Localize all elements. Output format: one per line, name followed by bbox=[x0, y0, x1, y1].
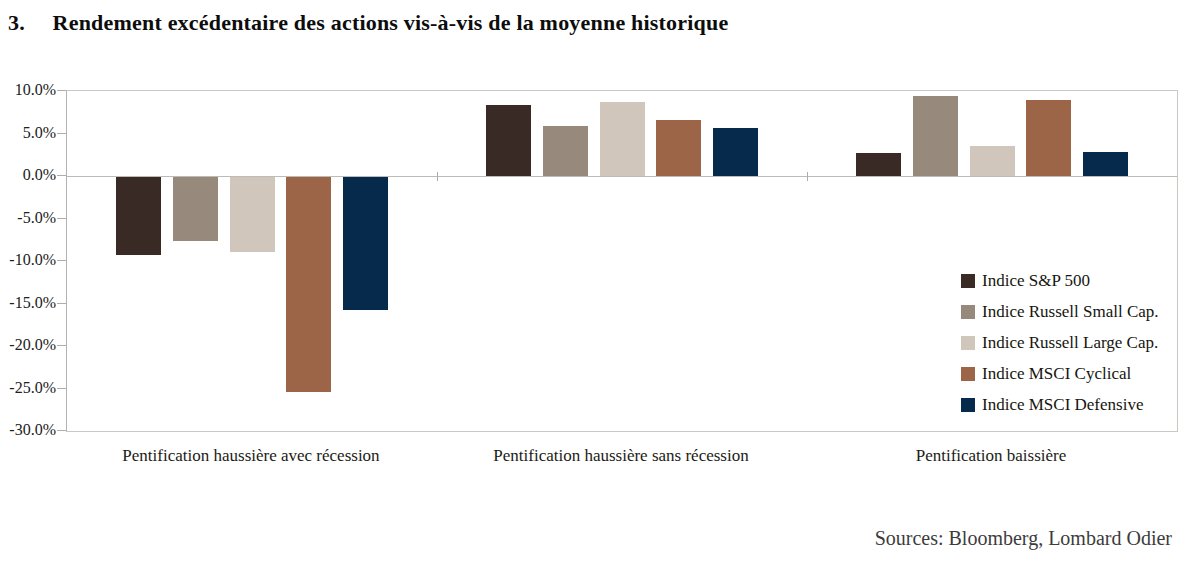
legend-swatch-icon bbox=[961, 367, 975, 381]
y-tick-label: -30.0% bbox=[0, 421, 56, 439]
legend-label: Indice MSCI Cyclical bbox=[982, 364, 1131, 384]
y-tick-mark bbox=[57, 90, 66, 91]
x-category-label: Pentification haussière avec récession bbox=[66, 446, 436, 466]
y-tick-mark bbox=[57, 133, 66, 134]
y-tick-label: 5.0% bbox=[0, 124, 56, 142]
y-tick-label: -25.0% bbox=[0, 379, 56, 397]
legend-item: Indice MSCI Cyclical bbox=[961, 364, 1159, 384]
bar-indice-msci-defensive-cat3 bbox=[1083, 152, 1128, 176]
y-tick-label: 0.0% bbox=[0, 166, 56, 184]
category-axis-tick bbox=[807, 172, 808, 181]
bar-indice-russell-large-cap-cat3 bbox=[970, 146, 1015, 176]
bar-indice-russell-small-cap-cat2 bbox=[543, 126, 588, 176]
bar-indice-msci-cyclical-cat1 bbox=[286, 177, 331, 392]
y-tick-label: 10.0% bbox=[0, 81, 56, 99]
legend-label: Indice S&P 500 bbox=[982, 271, 1090, 291]
bar-indice-s-p-500-cat2 bbox=[486, 105, 531, 176]
bar-indice-msci-cyclical-cat3 bbox=[1026, 100, 1071, 176]
bar-indice-s-p-500-cat1 bbox=[116, 177, 161, 255]
y-tick-mark bbox=[57, 303, 66, 304]
legend: Indice S&P 500 Indice Russell Small Cap. I… bbox=[961, 271, 1159, 415]
bar-indice-russell-large-cap-cat2 bbox=[600, 102, 645, 176]
x-category-label: Pentification haussière sans récession bbox=[436, 446, 806, 466]
legend-item: Indice MSCI Defensive bbox=[961, 395, 1159, 415]
legend-swatch-icon bbox=[961, 336, 975, 350]
category-axis-tick bbox=[437, 172, 438, 181]
y-tick-mark bbox=[57, 430, 66, 431]
legend-item: Indice S&P 500 bbox=[961, 271, 1159, 291]
y-tick-mark bbox=[57, 260, 66, 261]
y-tick-label: -10.0% bbox=[0, 251, 56, 269]
y-tick-mark bbox=[57, 218, 66, 219]
bar-indice-msci-defensive-cat2 bbox=[713, 128, 758, 176]
source-note: Sources: Bloomberg, Lombard Odier bbox=[875, 527, 1172, 550]
x-category-label: Pentification baissière bbox=[806, 446, 1176, 466]
legend-swatch-icon bbox=[961, 274, 975, 288]
bar-indice-msci-cyclical-cat2 bbox=[656, 120, 701, 176]
bar-indice-russell-small-cap-cat1 bbox=[173, 177, 218, 241]
y-tick-mark bbox=[57, 388, 66, 389]
bar-chart: 10.0% 5.0% 0.0% -5.0% -10.0% -15.0% -20.0% -25.… bbox=[0, 0, 1181, 500]
bar-indice-msci-defensive-cat1 bbox=[343, 177, 388, 310]
legend-label: Indice Russell Large Cap. bbox=[982, 333, 1158, 353]
legend-item: Indice Russell Small Cap. bbox=[961, 302, 1159, 322]
legend-swatch-icon bbox=[961, 305, 975, 319]
bar-indice-russell-small-cap-cat3 bbox=[913, 96, 958, 176]
legend-label: Indice Russell Small Cap. bbox=[982, 302, 1159, 322]
legend-label: Indice MSCI Defensive bbox=[982, 395, 1143, 415]
page: 3. Rendement excédentaire des actions vi… bbox=[0, 0, 1181, 566]
y-tick-label: -5.0% bbox=[0, 209, 56, 227]
y-tick-mark bbox=[57, 345, 66, 346]
legend-item: Indice Russell Large Cap. bbox=[961, 333, 1159, 353]
bar-indice-s-p-500-cat3 bbox=[856, 153, 901, 176]
bar-indice-russell-large-cap-cat1 bbox=[230, 177, 275, 252]
legend-swatch-icon bbox=[961, 398, 975, 412]
y-tick-label: -20.0% bbox=[0, 336, 56, 354]
y-tick-mark bbox=[57, 175, 66, 176]
y-tick-label: -15.0% bbox=[0, 294, 56, 312]
